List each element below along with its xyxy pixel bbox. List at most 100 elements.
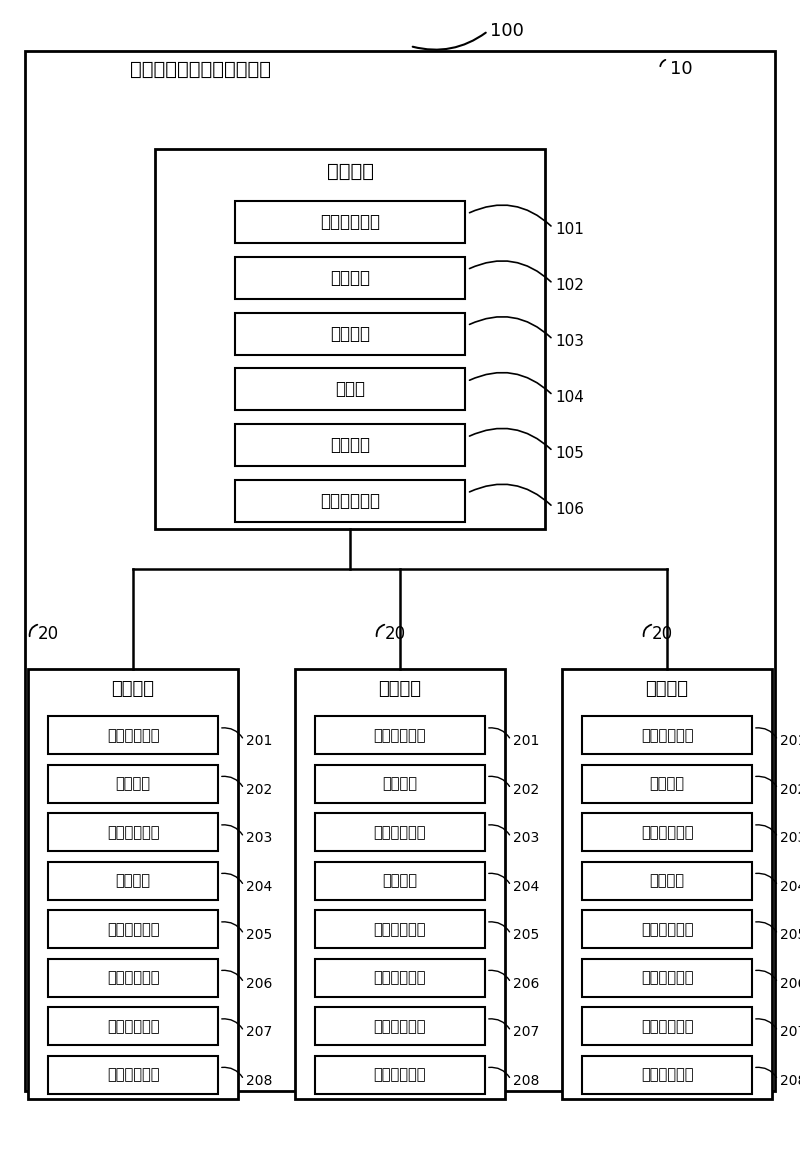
Text: 通信终端: 通信终端 <box>111 680 154 698</box>
Text: 设定模块: 设定模块 <box>382 777 418 792</box>
Text: 第一请求模块: 第一请求模块 <box>374 728 426 743</box>
Bar <box>295 669 505 1099</box>
Bar <box>582 958 752 997</box>
Text: 时间预设模块: 时间预设模块 <box>106 970 159 985</box>
Text: 第二接收模块: 第二接收模块 <box>374 825 426 840</box>
Text: 201: 201 <box>246 735 272 749</box>
Text: 通信终端电话薄更新的系统: 通信终端电话薄更新的系统 <box>130 59 271 79</box>
Bar <box>28 669 238 1099</box>
Text: 208: 208 <box>246 1073 272 1088</box>
Text: 207: 207 <box>513 1026 539 1040</box>
Text: 206: 206 <box>246 977 272 991</box>
Bar <box>315 862 485 899</box>
Bar <box>315 765 485 803</box>
Text: 第二请求模块: 第二请求模块 <box>374 1019 426 1034</box>
Text: 20: 20 <box>38 625 59 643</box>
Text: 202: 202 <box>780 782 800 796</box>
Text: 第一请求模块: 第一请求模块 <box>641 728 694 743</box>
Bar <box>315 1056 485 1094</box>
Bar <box>48 1007 218 1045</box>
Text: 10: 10 <box>670 60 693 78</box>
Bar <box>235 201 465 243</box>
Text: 权限设置模块: 权限设置模块 <box>106 1067 159 1083</box>
Bar <box>235 480 465 522</box>
Text: 204: 204 <box>513 880 539 894</box>
Text: 102: 102 <box>555 278 584 293</box>
Text: 201: 201 <box>513 735 539 749</box>
Text: 设定模块: 设定模块 <box>650 777 685 792</box>
Bar <box>562 669 772 1099</box>
Text: 20: 20 <box>385 625 406 643</box>
Text: 第一接收模块: 第一接收模块 <box>320 213 380 231</box>
Text: 205: 205 <box>780 928 800 942</box>
Text: 第一请求模块: 第一请求模块 <box>106 728 159 743</box>
Text: 第二更新模块: 第二更新模块 <box>106 921 159 936</box>
Bar <box>48 716 218 755</box>
Text: 202: 202 <box>513 782 539 796</box>
Text: 207: 207 <box>246 1026 272 1040</box>
Bar <box>48 814 218 851</box>
Text: 权限设置模块: 权限设置模块 <box>641 1067 694 1083</box>
Bar <box>582 910 752 948</box>
Bar <box>582 765 752 803</box>
Text: 100: 100 <box>490 22 524 41</box>
Bar <box>48 1056 218 1094</box>
Bar <box>315 1007 485 1045</box>
Text: 第二更新模块: 第二更新模块 <box>641 921 694 936</box>
Text: 上传模块: 上传模块 <box>382 873 418 888</box>
Bar <box>582 1056 752 1094</box>
Bar <box>235 424 465 466</box>
Bar <box>315 958 485 997</box>
Text: 101: 101 <box>555 223 584 238</box>
Bar <box>48 910 218 948</box>
Text: 上传模块: 上传模块 <box>650 873 685 888</box>
Text: 202: 202 <box>246 782 272 796</box>
Text: 203: 203 <box>780 831 800 845</box>
Bar <box>25 51 775 1091</box>
Text: 权限设置模块: 权限设置模块 <box>374 1067 426 1083</box>
Bar <box>48 765 218 803</box>
Bar <box>582 716 752 755</box>
Bar <box>582 1007 752 1045</box>
Text: 105: 105 <box>555 446 584 461</box>
Text: 206: 206 <box>513 977 539 991</box>
Text: 206: 206 <box>780 977 800 991</box>
Text: 通信终端: 通信终端 <box>646 680 689 698</box>
Text: 时间预设模块: 时间预设模块 <box>374 970 426 985</box>
Text: 208: 208 <box>513 1073 539 1088</box>
Text: 设定模块: 设定模块 <box>115 777 150 792</box>
Text: 建立模块: 建立模块 <box>330 325 370 343</box>
Text: 207: 207 <box>780 1026 800 1040</box>
Text: 104: 104 <box>555 389 584 404</box>
Text: 205: 205 <box>513 928 539 942</box>
Text: 第一更新模块: 第一更新模块 <box>320 493 380 510</box>
Text: 数据库: 数据库 <box>335 380 365 399</box>
Text: 通信终端: 通信终端 <box>378 680 422 698</box>
Bar <box>48 862 218 899</box>
Bar <box>235 369 465 410</box>
Text: 第二请求模块: 第二请求模块 <box>641 1019 694 1034</box>
Text: 103: 103 <box>555 334 584 349</box>
Text: 20: 20 <box>652 625 673 643</box>
Text: 205: 205 <box>246 928 272 942</box>
Text: 201: 201 <box>780 735 800 749</box>
Bar <box>235 257 465 299</box>
Bar <box>235 313 465 355</box>
Text: 第二更新模块: 第二更新模块 <box>374 921 426 936</box>
Text: 第二请求模块: 第二请求模块 <box>106 1019 159 1034</box>
Bar <box>315 814 485 851</box>
Bar <box>315 716 485 755</box>
Text: 204: 204 <box>246 880 272 894</box>
Bar <box>315 910 485 948</box>
Text: 208: 208 <box>780 1073 800 1088</box>
Text: 第二接收模块: 第二接收模块 <box>106 825 159 840</box>
Text: 106: 106 <box>555 502 584 517</box>
Bar <box>48 958 218 997</box>
Bar <box>155 150 545 529</box>
Text: 203: 203 <box>246 831 272 845</box>
Text: 检测模块: 检测模块 <box>330 436 370 454</box>
Text: 时间预设模块: 时间预设模块 <box>641 970 694 985</box>
Text: 203: 203 <box>513 831 539 845</box>
Bar <box>582 814 752 851</box>
Bar <box>582 862 752 899</box>
